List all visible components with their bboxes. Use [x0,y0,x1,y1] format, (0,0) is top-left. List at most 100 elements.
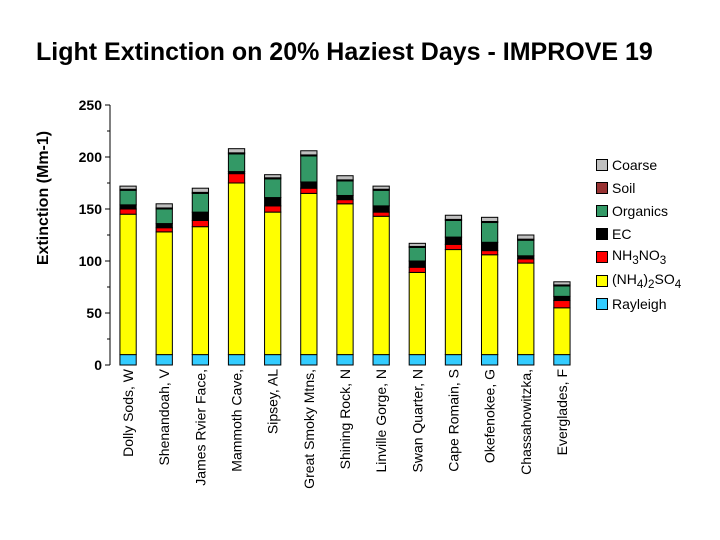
legend-label-nh42so4: (NH4)2SO4 [612,270,682,291]
legend-item-coarse: Coarse [596,153,681,176]
bar-segment [300,155,318,183]
bar-segment [444,236,463,245]
legend-item-rayleigh: Rayleigh [596,292,681,315]
bar-segment [517,239,535,257]
bar-segment [227,153,246,173]
bar-segment [372,185,390,190]
x-tick-label: Mammoth Cave, [229,369,245,472]
legend-label-soil: Soil [612,179,636,196]
bar-segment [444,219,463,238]
y-tick-label: 250 [79,97,103,113]
bar-segment [119,204,137,210]
bar-segment [480,250,499,256]
bar-segment [336,199,354,205]
bar-segment [553,354,571,366]
bar-segment [517,262,535,356]
bar-segment [264,197,282,207]
bar-segment [191,187,210,193]
bar-segment [444,249,463,356]
bar-segment [480,241,499,252]
x-tick-label: Shining Rock, N [337,369,353,469]
bar-segment [372,215,390,356]
legend-swatch-organics [596,204,608,217]
y-axis-title: Extinction (Mm-1) [35,131,52,265]
x-tick-label: Cape Romain, S [445,369,461,472]
bar-segment [480,222,499,243]
y-tick-label: 200 [79,149,103,165]
legend-label-rayleigh: Rayleigh [612,295,667,312]
bar-segment [372,189,390,207]
bar-segment [300,187,318,194]
legend-swatch-nh42so4 [596,274,608,287]
bar-segment [336,180,354,196]
x-tick-label: Dolly Sods, W [120,368,136,457]
bar-segment [372,354,390,366]
bar-segment [480,354,499,366]
bar-segment [408,266,426,273]
bar-segment [300,150,318,156]
bar-segment [300,192,318,356]
legend: Coarse Soil Organics EC NH3NO3 (NH4)2SO4… [596,153,681,315]
bar-segment [553,300,571,309]
bar-segment [336,175,354,181]
bar-segment [336,354,354,366]
bar-segment [264,354,282,366]
bar-segment [119,208,137,215]
bar-segment [372,211,390,217]
legend-item-organics: Organics [596,199,681,222]
y-tick-label: 50 [86,305,102,321]
x-tick-label: Chassahowitzka, [518,369,534,475]
bar-segment [155,203,173,209]
bar-segment [444,214,463,220]
bar-segment [119,185,137,190]
bar-segment [119,354,137,366]
legend-item-nh3no3: NH3NO3 [596,246,681,269]
bar-segment [408,354,426,366]
bar-segment [336,203,354,356]
legend-label-organics: Organics [612,202,669,219]
y-tick-label: 150 [79,201,103,217]
legend-swatch-coarse [596,158,608,171]
x-tick-label: Great Smoky Mtns, [301,369,317,489]
x-tick-label: Sipsey, AL [265,369,281,434]
bar-segment [119,189,137,206]
legend-item-ec: EC [596,223,681,246]
bar-segment [408,242,426,247]
chart-title: Light Extinction on 20% Haziest Days - I… [36,38,653,66]
bar-segment [227,148,246,154]
bar-segment [444,354,463,366]
bar-segment [191,192,210,213]
bar-segment [155,208,173,225]
bar-segment [480,216,499,222]
y-tick-label: 0 [94,357,102,373]
bar-segment [336,194,354,201]
bar-segment [408,260,426,268]
bar-segment [300,181,318,189]
legend-label-nh3no3: NH3NO3 [612,247,667,268]
legend-swatch-rayleigh [596,297,608,310]
legend-item-soil: Soil [596,176,681,199]
x-tick-label: Swan Quarter, N [409,369,425,473]
bar-segment [264,205,282,213]
bar-segment [227,173,246,184]
bar-segment [408,246,426,262]
bar-segment [264,211,282,356]
x-tick-label: Linville Gorge, N [373,369,389,473]
bar-segment [553,281,571,286]
bar-segment [444,243,463,251]
bar-segment [300,354,318,366]
bar-segment [517,234,535,240]
bar-segment [264,174,282,179]
bar-segment [191,211,210,221]
bar-segment [155,354,173,366]
legend-swatch-ec [596,228,608,241]
bar-segment [119,213,137,356]
bar-segment [553,307,571,356]
x-tick-label: Everglades, F [554,369,570,455]
bar-segment [480,254,499,356]
x-tick-label: James Rvier Face, [192,369,208,486]
bar-segment [408,271,426,356]
bar-segment [227,354,246,366]
legend-swatch-soil [596,181,608,194]
